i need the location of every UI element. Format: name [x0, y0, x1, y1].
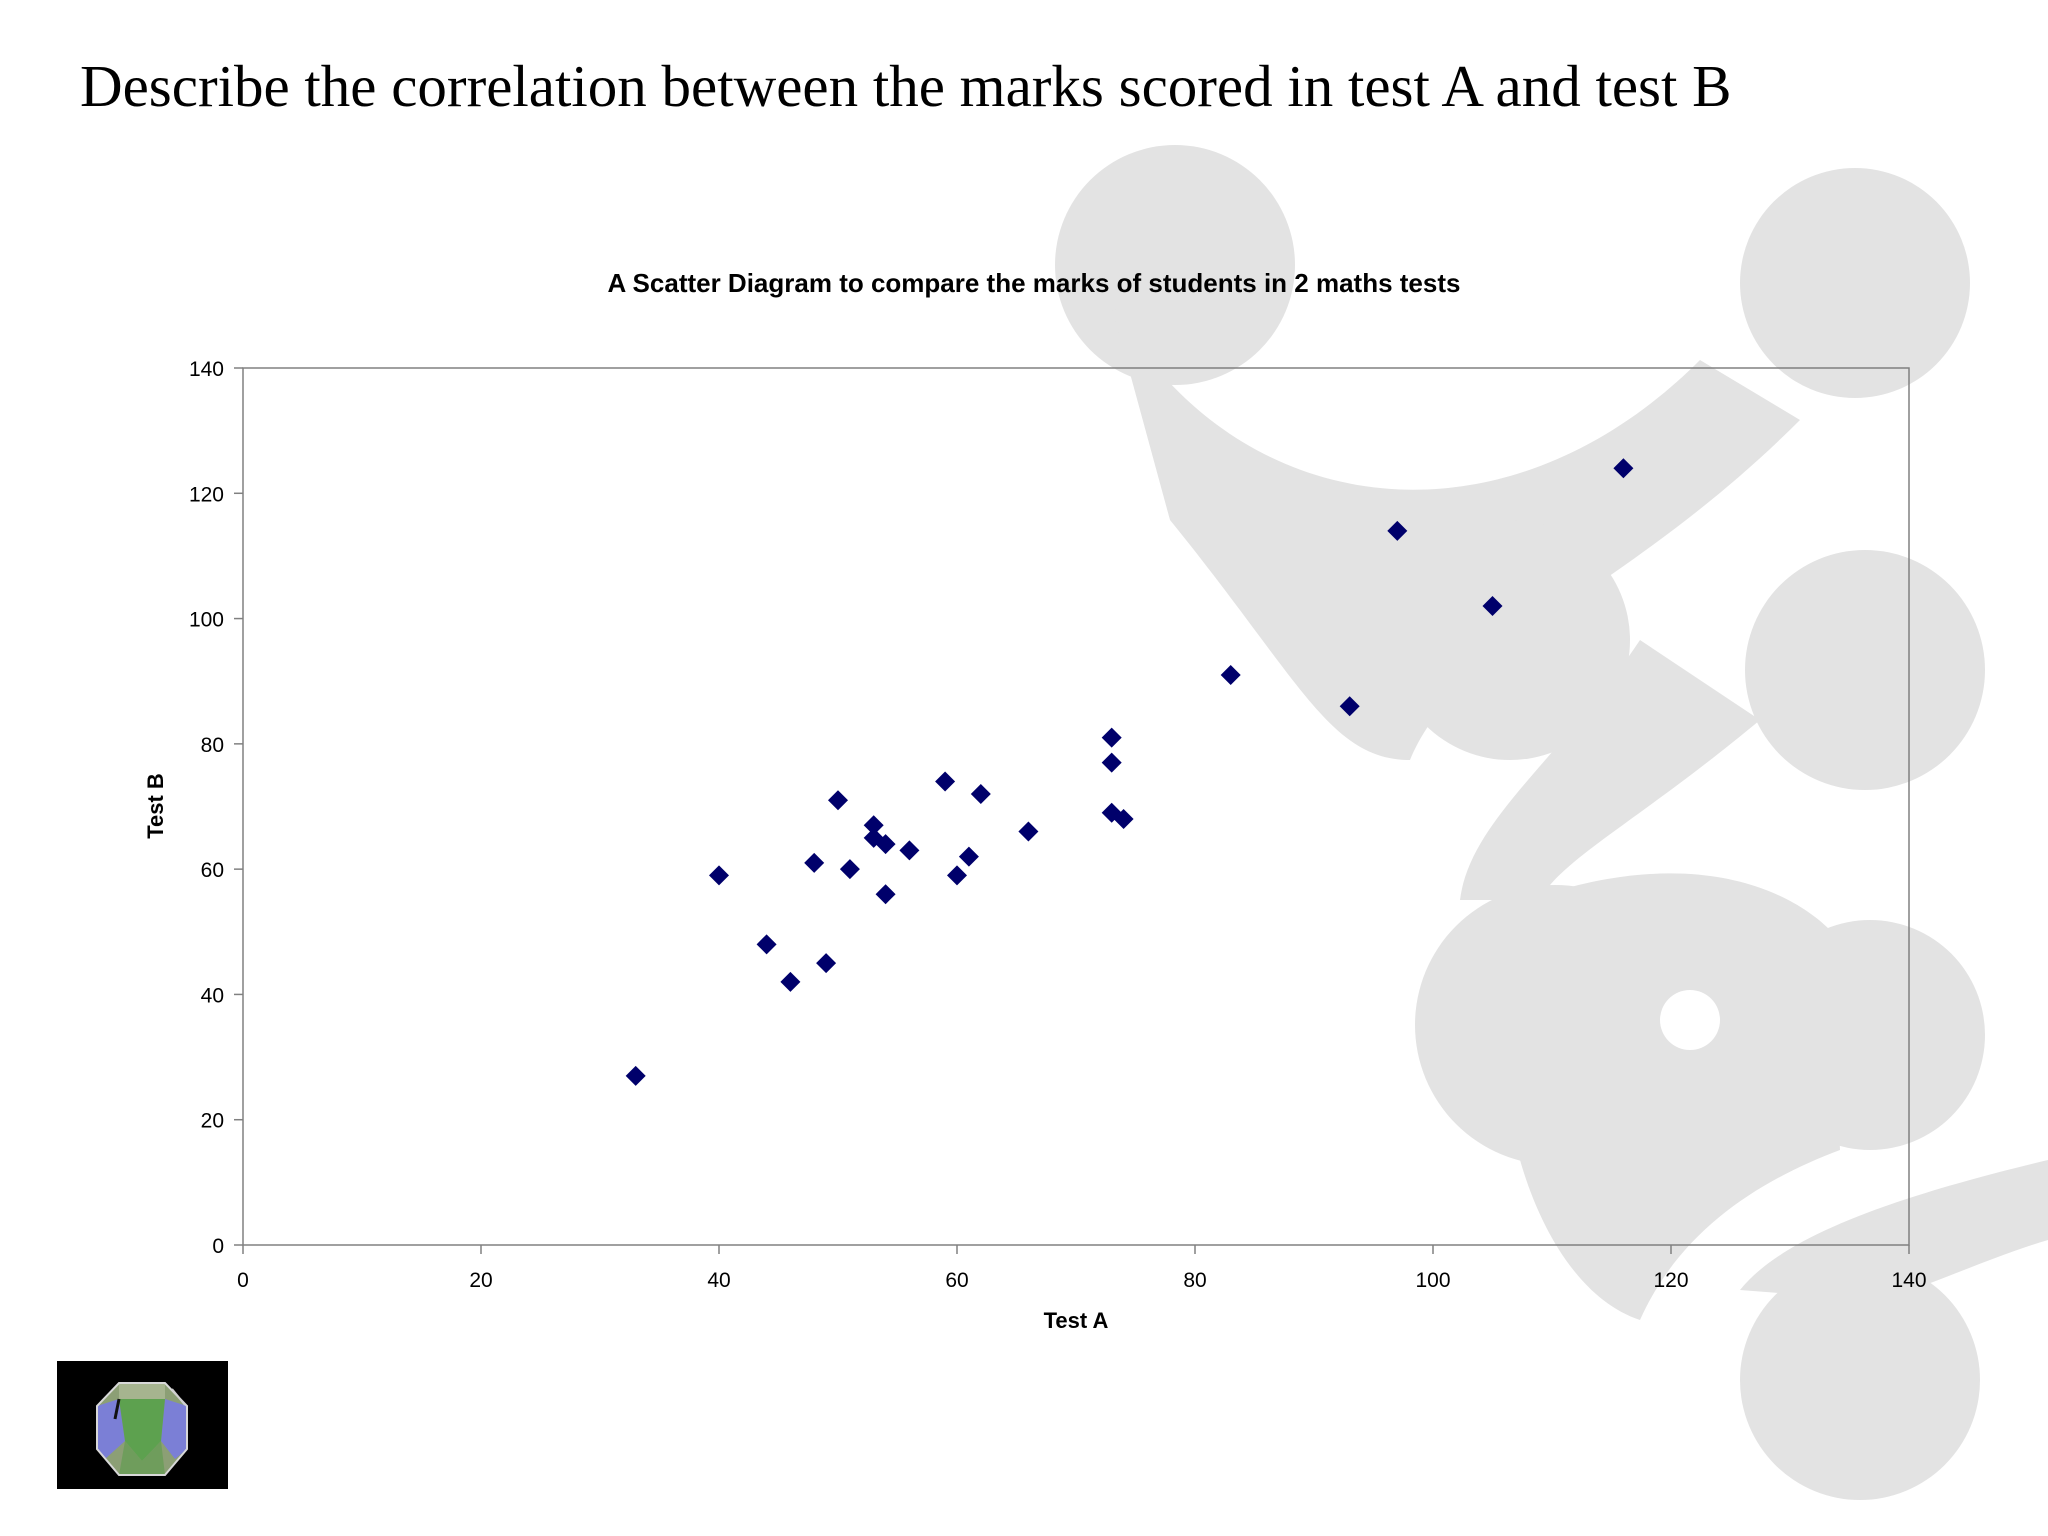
slide-question: Describe the correlation between the mar…: [80, 53, 1732, 119]
data-point-marker: [970, 783, 991, 804]
y-tick-label: 80: [201, 734, 224, 757]
logo: [57, 1361, 228, 1489]
data-point-marker: [780, 971, 801, 992]
data-point-marker: [709, 865, 729, 886]
data-points: [625, 458, 1634, 1086]
data-point-marker: [756, 934, 777, 955]
data-point-marker: [1018, 821, 1039, 842]
x-tick-label: 0: [237, 1269, 249, 1292]
y-tick-label: 100: [189, 609, 224, 632]
data-point-marker: [1113, 809, 1134, 830]
data-point-marker: [1482, 596, 1503, 617]
data-point-marker: [958, 846, 979, 867]
x-axis-ticks: 0 20 40 60 80 100 120 140: [237, 1245, 1927, 1292]
x-axis-label: Test A: [1044, 1308, 1109, 1333]
data-point-marker: [875, 884, 896, 905]
x-tick-label: 140: [1891, 1269, 1926, 1292]
data-point-marker: [816, 953, 837, 974]
data-point-marker: [1220, 664, 1241, 685]
data-point-marker: [899, 840, 920, 861]
data-point-marker: [839, 859, 860, 880]
x-tick-label: 60: [945, 1269, 968, 1292]
data-point-marker: [863, 815, 884, 836]
y-axis-label: Test B: [143, 773, 168, 839]
y-tick-label: 60: [201, 859, 224, 882]
data-point-marker: [1101, 727, 1122, 748]
data-point-marker: [875, 834, 896, 855]
data-point-marker: [1339, 696, 1360, 717]
data-point-marker: [828, 790, 848, 811]
data-point-marker: [804, 852, 825, 873]
plot-area: [242, 367, 1910, 1246]
chart-title: A Scatter Diagram to compare the marks o…: [608, 268, 1461, 298]
y-tick-label: 140: [189, 358, 224, 381]
x-tick-label: 40: [707, 1269, 730, 1292]
x-tick-label: 80: [1183, 1269, 1206, 1292]
dodecahedron-icon: [96, 1382, 188, 1476]
x-tick-label: 100: [1415, 1269, 1450, 1292]
data-point-marker: [1387, 520, 1408, 541]
data-point-marker: [947, 865, 967, 886]
y-tick-label: 120: [189, 483, 224, 506]
data-point-marker: [1101, 752, 1122, 773]
data-point-marker: [625, 1065, 646, 1086]
data-point-marker: [1613, 458, 1634, 479]
x-tick-label: 20: [469, 1269, 492, 1292]
x-tick-label: 120: [1653, 1269, 1688, 1292]
y-tick-label: 0: [212, 1235, 224, 1258]
y-axis-ticks: 0 20 40 60 80 100 120 140: [189, 358, 243, 1258]
data-point-marker: [935, 771, 956, 792]
y-tick-label: 40: [201, 984, 224, 1007]
y-tick-label: 20: [201, 1110, 224, 1133]
